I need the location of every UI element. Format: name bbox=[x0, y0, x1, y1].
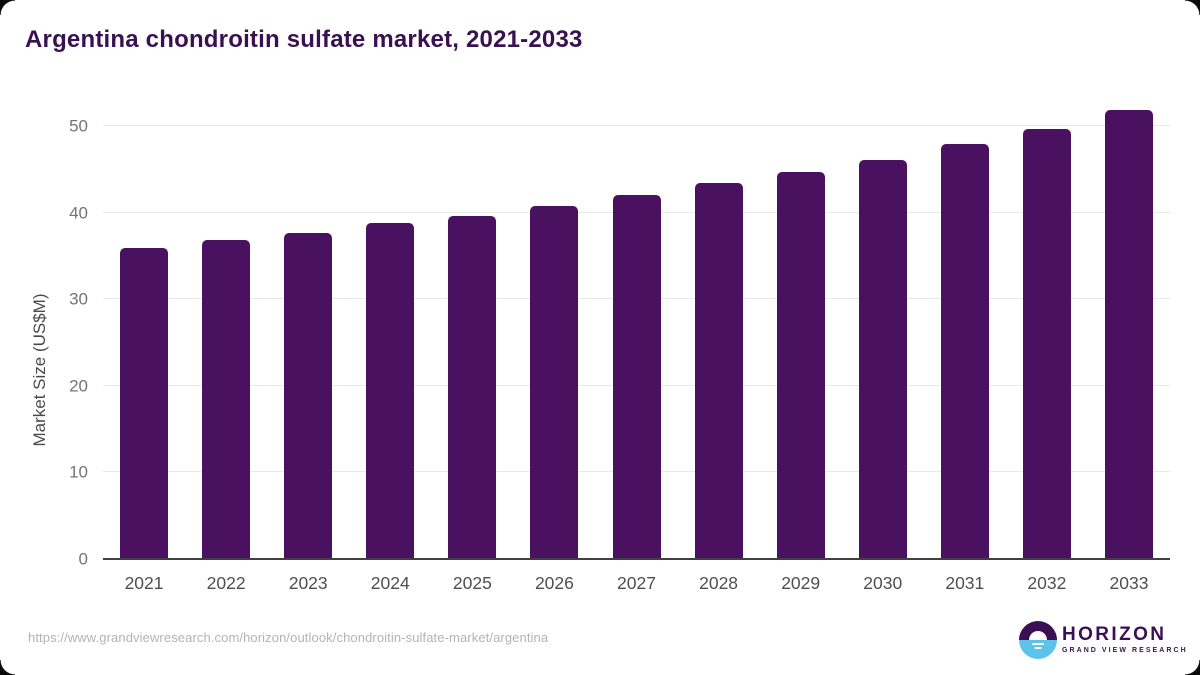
bar-2031 bbox=[940, 144, 989, 559]
bar-slot-2027 bbox=[595, 126, 677, 559]
x-tick-label-2032: 2032 bbox=[1027, 573, 1067, 593]
bar-2023 bbox=[284, 232, 333, 559]
x-tick-label-2030: 2030 bbox=[863, 573, 903, 593]
bar-2022 bbox=[202, 240, 251, 559]
x-tick-label-2025: 2025 bbox=[452, 573, 492, 593]
horizon-logo: HORIZON GRAND VIEW RESEARCH bbox=[1019, 621, 1188, 659]
bar-2032 bbox=[1022, 128, 1071, 559]
bar-slot-2026 bbox=[513, 126, 595, 559]
bar-slot-2025 bbox=[431, 126, 513, 559]
bar-slot-2030 bbox=[842, 126, 924, 559]
bar-2029 bbox=[776, 171, 825, 559]
bar-2021 bbox=[120, 248, 169, 559]
x-tick-label-2023: 2023 bbox=[288, 573, 328, 593]
corner-artifact-top-right bbox=[1185, 0, 1200, 15]
plot-area bbox=[103, 110, 1170, 559]
x-tick-label-2028: 2028 bbox=[699, 573, 739, 593]
x-tick-label-2021: 2021 bbox=[124, 573, 164, 593]
x-axis-tick-labels: 2021 2022 2023 2024 2025 2026 2027 2028 2029 2030… bbox=[103, 573, 1170, 594]
y-tick-label-0: 0 bbox=[78, 549, 88, 569]
horizon-sun-over-water-icon bbox=[1019, 621, 1057, 659]
bar-slot-2022 bbox=[185, 126, 267, 559]
x-tick-label-2031: 2031 bbox=[945, 573, 985, 593]
bar-2026 bbox=[530, 205, 579, 559]
bar-slot-2023 bbox=[267, 126, 349, 559]
water-reflection-line bbox=[1032, 642, 1044, 645]
bar-series bbox=[103, 110, 1170, 559]
bar-2030 bbox=[858, 159, 907, 559]
bar-slot-2021 bbox=[103, 126, 185, 559]
x-tick-label-2033: 2033 bbox=[1109, 573, 1149, 593]
bar-slot-2029 bbox=[760, 126, 842, 559]
x-axis-line bbox=[103, 558, 1170, 560]
logo-subbrand-text: GRAND VIEW RESEARCH bbox=[1062, 647, 1188, 654]
logo-text: HORIZON GRAND VIEW RESEARCH bbox=[1062, 625, 1188, 659]
gridline-50 bbox=[103, 125, 1170, 126]
sun-icon bbox=[1029, 631, 1047, 640]
x-tick-label-2026: 2026 bbox=[534, 573, 574, 593]
y-axis-tick-labels: 0 10 20 30 40 50 bbox=[38, 118, 88, 568]
y-tick-label-20: 20 bbox=[69, 376, 88, 396]
chart-title: Argentina chondroitin sulfate market, 20… bbox=[25, 26, 583, 53]
bar-2024 bbox=[366, 223, 415, 559]
corner-artifact-top-left bbox=[0, 0, 15, 15]
y-tick-label-10: 10 bbox=[69, 462, 88, 482]
bar-slot-2031 bbox=[924, 126, 1006, 559]
y-tick-label-30: 30 bbox=[69, 289, 88, 309]
water-reflection-line bbox=[1034, 647, 1042, 650]
corner-artifact-bottom-left bbox=[0, 660, 15, 675]
bar-slot-2028 bbox=[678, 126, 760, 559]
logo-brand-text: HORIZON bbox=[1062, 624, 1167, 645]
bar-2027 bbox=[612, 195, 661, 559]
corner-artifact-bottom-right bbox=[1185, 660, 1200, 675]
x-tick-label-2029: 2029 bbox=[781, 573, 821, 593]
y-tick-label-50: 50 bbox=[69, 116, 88, 136]
bar-2028 bbox=[694, 183, 743, 559]
y-tick-label-40: 40 bbox=[69, 203, 88, 223]
bar-2025 bbox=[448, 216, 497, 559]
bar-slot-2033 bbox=[1088, 110, 1170, 559]
bar-slot-2032 bbox=[1006, 126, 1088, 559]
x-tick-label-2024: 2024 bbox=[370, 573, 410, 593]
bar-2033 bbox=[1104, 110, 1153, 559]
bar-slot-2024 bbox=[349, 126, 431, 559]
x-tick-label-2022: 2022 bbox=[206, 573, 246, 593]
source-url: https://www.grandviewresearch.com/horizo… bbox=[28, 630, 549, 645]
x-tick-label-2027: 2027 bbox=[617, 573, 656, 593]
